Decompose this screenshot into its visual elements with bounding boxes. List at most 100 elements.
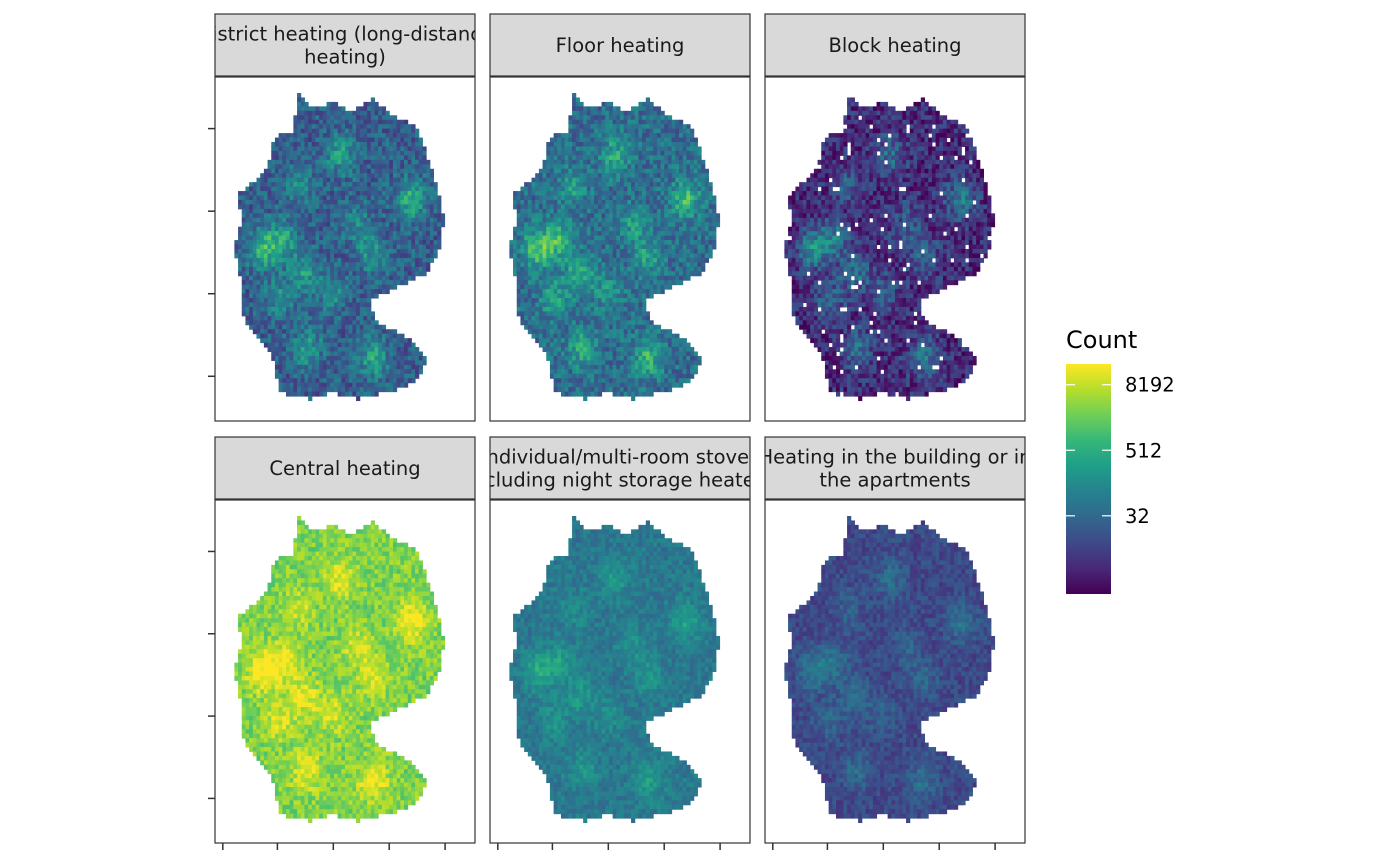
heatmap-cell (597, 106, 603, 112)
heatmap-cell (308, 195, 313, 201)
heatmap-cell (326, 378, 331, 384)
heatmap-cell (370, 249, 375, 254)
heatmap-cell (590, 195, 595, 201)
heatmap-cell (572, 231, 577, 237)
heatmap-cell (656, 142, 662, 147)
heatmap-cell (701, 177, 706, 183)
heatmap-cell (642, 217, 647, 223)
heatmap-cell (263, 329, 269, 335)
heatmap-cell (686, 262, 691, 268)
heatmap-cell (407, 164, 412, 170)
heatmap-cell (404, 235, 409, 241)
heatmap-cell (564, 293, 569, 299)
heatmap-cell (322, 244, 328, 250)
heatmap-cell (426, 249, 431, 254)
heatmap-cell (341, 133, 346, 139)
heatmap-cell (245, 262, 250, 268)
heatmap-cell (274, 280, 280, 286)
heatmap-cell (535, 266, 540, 272)
heatmap-cell (568, 133, 573, 139)
heatmap-cell (289, 266, 294, 272)
heatmap-cell (293, 302, 298, 308)
heatmap-cell (407, 249, 412, 254)
heatmap-cell (594, 204, 599, 210)
heatmap-cell (326, 364, 331, 370)
heatmap-cell (315, 124, 320, 130)
heatmap-cell (278, 213, 283, 219)
heatmap-cell (608, 257, 614, 263)
heatmap-cell (263, 262, 269, 268)
heatmap-cell (381, 240, 387, 246)
heatmap-cell (645, 191, 650, 197)
heatmap-cell (319, 320, 324, 326)
heatmap-cell (352, 306, 357, 312)
heatmap-cell (374, 360, 379, 366)
heatmap-cell (374, 177, 379, 183)
heatmap-cell (608, 164, 614, 170)
heatmap-cell (667, 142, 673, 147)
heatmap-cell (345, 182, 350, 188)
heatmap-cell (300, 195, 305, 201)
heatmap-cell (608, 173, 614, 179)
heatmap-cell (249, 213, 254, 219)
heatmap-cell (597, 284, 603, 290)
heatmap-cell (278, 306, 283, 312)
heatmap-cell (341, 115, 346, 121)
heatmap-cell (308, 146, 313, 152)
heatmap-cell (367, 186, 372, 192)
heatmap-cell (605, 208, 610, 214)
heatmap-cell (311, 173, 316, 179)
heatmap-cell (297, 293, 302, 299)
heatmap-cell (605, 275, 610, 281)
heatmap-cell (304, 222, 309, 228)
heatmap-cell (660, 222, 665, 228)
heatmap-cell (557, 213, 562, 219)
heatmap-cell (352, 387, 357, 393)
heatmap-cell (352, 266, 357, 272)
heatmap-cell (297, 311, 302, 317)
heatmap-cell (538, 213, 544, 219)
heatmap-cell (297, 364, 302, 370)
heatmap-cell (333, 101, 339, 107)
heatmap-cell (245, 266, 250, 272)
heatmap-cell (634, 284, 639, 290)
heatmap-cell (348, 159, 353, 165)
heatmap-cell (367, 311, 372, 317)
heatmap-cell (308, 324, 313, 330)
heatmap-cell (546, 266, 551, 272)
heatmap-cell (308, 280, 313, 286)
heatmap-cell (520, 204, 525, 210)
heatmap-cell (542, 293, 547, 299)
heatmap-cell (370, 226, 375, 232)
heatmap-cell (645, 173, 650, 179)
heatmap-cell (415, 164, 420, 170)
heatmap-cell (300, 97, 305, 103)
heatmap-cell (524, 195, 529, 201)
heatmap-cell (542, 164, 547, 170)
heatmap-cell (656, 266, 662, 272)
heatmap-cell (260, 235, 265, 241)
heatmap-cell (238, 257, 243, 263)
heatmap-cell (575, 159, 580, 165)
heatmap-cell (594, 271, 599, 277)
heatmap-cell (415, 222, 420, 228)
heatmap-cell (697, 186, 702, 192)
heatmap-cell (407, 137, 412, 143)
heatmap-cell (315, 266, 320, 272)
heatmap-cell (660, 208, 665, 214)
heatmap-cell (286, 271, 291, 277)
heatmap-cell (620, 222, 625, 228)
heatmap-cell (542, 280, 547, 286)
heatmap-cell (311, 235, 316, 241)
heatmap-cell (356, 124, 361, 130)
heatmap-cell (597, 150, 603, 156)
heatmap-cell (341, 213, 346, 219)
heatmap-cell (667, 262, 673, 268)
heatmap-cell (418, 253, 423, 259)
heatmap-cell (274, 244, 280, 250)
heatmap-cell (667, 208, 673, 214)
heatmap-cell (708, 213, 713, 219)
heatmap-cell (586, 213, 591, 219)
heatmap-cell (297, 360, 302, 366)
heatmap-cell (322, 182, 328, 188)
